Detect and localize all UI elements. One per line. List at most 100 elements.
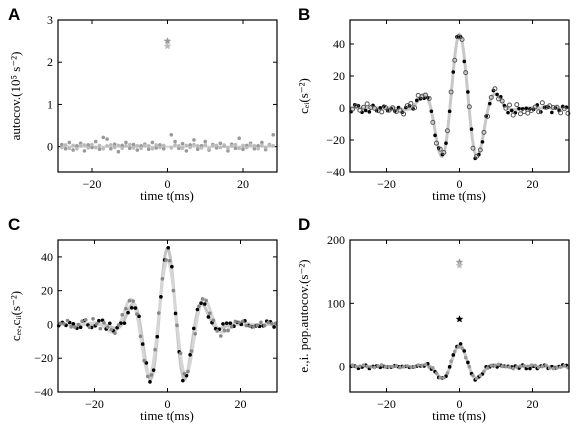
data-point <box>82 149 87 153</box>
data-point <box>188 145 192 150</box>
data-point <box>175 323 179 328</box>
data-point <box>562 363 567 368</box>
x-tick-label: 20 <box>527 177 539 191</box>
data-point <box>510 112 516 118</box>
data-point <box>420 363 424 368</box>
data-point <box>434 140 440 146</box>
data-point <box>500 364 505 369</box>
data-point <box>116 143 121 148</box>
data-point <box>135 312 139 316</box>
data-point <box>158 143 162 147</box>
data-point <box>357 107 363 113</box>
data-point <box>222 143 226 147</box>
x-tick-label: 0 <box>457 177 463 191</box>
data-point <box>467 364 472 369</box>
data-point <box>447 109 452 114</box>
data-point <box>496 96 502 102</box>
data-point <box>98 326 103 331</box>
fit-curve <box>58 246 277 382</box>
panel-c: C −20 0 20 −40 −20 0 20 40 time t(ms) cₑₑ,cᵢᵢ(s… <box>8 215 278 423</box>
data-point <box>83 318 88 322</box>
data-point <box>350 363 355 368</box>
data-point <box>554 104 560 110</box>
data-point <box>138 334 143 339</box>
data-point <box>126 310 130 315</box>
data-point <box>379 109 385 115</box>
data-point <box>178 351 183 356</box>
panel-d-letter: D <box>298 215 310 234</box>
fit-curve <box>58 258 277 378</box>
data-point <box>441 150 447 156</box>
data-point <box>487 101 492 106</box>
data-point <box>154 143 158 147</box>
data-point <box>540 364 545 369</box>
data-point <box>474 153 480 159</box>
data-point <box>426 96 432 102</box>
data-point <box>171 288 176 293</box>
data-point <box>94 322 99 326</box>
data-point <box>188 143 192 147</box>
data-point <box>206 315 211 319</box>
data-point <box>197 304 201 309</box>
data-point <box>561 106 567 112</box>
data-point <box>127 146 132 151</box>
x-tick-label: 20 <box>237 177 249 191</box>
data-point <box>124 144 128 148</box>
data-point <box>387 364 391 369</box>
y-tick-label: −20 <box>34 351 53 365</box>
data-point <box>166 245 171 250</box>
data-point <box>120 146 124 151</box>
data-point <box>544 363 548 368</box>
data-point <box>58 321 62 326</box>
data-point <box>511 366 515 371</box>
data-point <box>390 105 396 111</box>
data-point <box>129 305 134 310</box>
data-point <box>63 143 68 147</box>
data-point <box>493 363 497 368</box>
panel-b-letter: B <box>298 5 310 24</box>
data-point <box>200 297 205 301</box>
data-point <box>470 145 476 151</box>
data-point <box>474 376 479 381</box>
data-point <box>131 299 135 303</box>
data-point <box>492 86 498 92</box>
data-point <box>365 364 369 369</box>
data-point <box>101 135 106 140</box>
y-tick-label: 200 <box>327 233 345 247</box>
data-point <box>87 325 92 330</box>
data-point <box>199 146 204 150</box>
panel-a-letter: A <box>8 5 20 24</box>
data-point <box>211 318 216 323</box>
data-point <box>515 365 519 369</box>
data-point <box>244 145 249 150</box>
data-point <box>139 146 143 151</box>
data-point <box>522 364 526 368</box>
data-point <box>177 144 181 148</box>
data-point <box>224 321 229 325</box>
data-point <box>466 104 472 110</box>
data-point <box>91 317 95 321</box>
data-point <box>222 328 227 333</box>
y-tick-label: 40 <box>41 250 53 264</box>
data-point <box>192 142 196 147</box>
data-point <box>418 96 423 101</box>
panel-c-plot: −20 0 20 −40 −20 0 20 40 <box>34 240 278 411</box>
panel-a: A −20 0 20 0 1 2 3 time t(ms) autocov.(10⁵ s⁻²… <box>8 5 278 203</box>
data-point <box>226 328 230 333</box>
data-point <box>248 143 253 147</box>
data-point <box>195 144 200 148</box>
data-point <box>102 320 106 325</box>
data-point <box>105 325 110 330</box>
data-point <box>444 128 450 134</box>
data-point <box>124 306 128 311</box>
x-tick-label: −20 <box>377 177 396 191</box>
data-point <box>361 363 366 367</box>
data-point <box>221 322 225 326</box>
data-point <box>452 349 457 354</box>
data-point <box>528 366 532 371</box>
data-point <box>449 359 453 363</box>
x-tick-label: 20 <box>235 397 247 411</box>
x-tick-label: 0 <box>457 397 463 411</box>
data-point <box>112 142 117 146</box>
